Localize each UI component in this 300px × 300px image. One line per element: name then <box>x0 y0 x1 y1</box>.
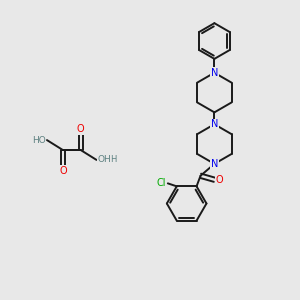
Text: HO: HO <box>32 136 46 145</box>
Text: N: N <box>211 68 218 78</box>
Text: Cl: Cl <box>156 178 166 188</box>
Text: O: O <box>77 124 85 134</box>
Text: N: N <box>211 159 218 169</box>
Text: H: H <box>110 155 116 164</box>
Text: OH: OH <box>98 155 111 164</box>
Text: O: O <box>59 166 67 176</box>
Text: N: N <box>211 119 218 129</box>
Text: O: O <box>215 175 223 185</box>
